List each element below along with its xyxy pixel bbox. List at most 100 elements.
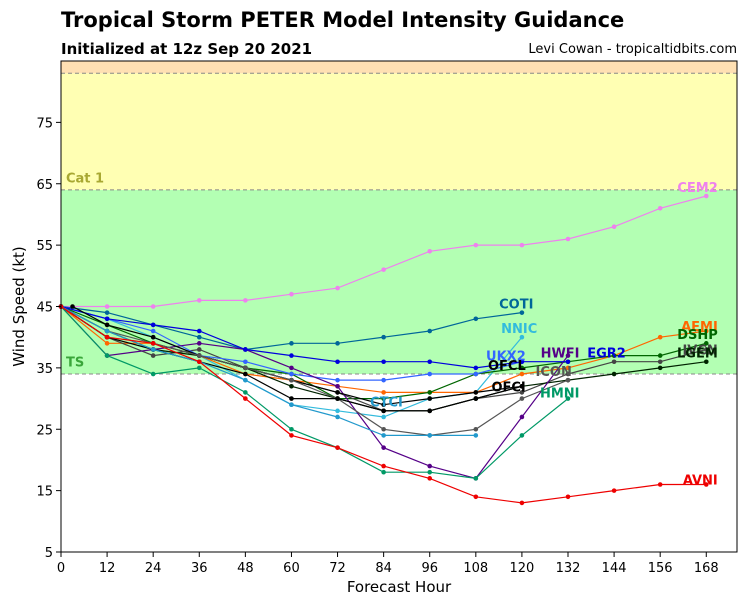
data-point <box>196 359 202 365</box>
data-point <box>427 463 433 469</box>
data-point <box>381 469 386 475</box>
data-point <box>381 390 386 395</box>
data-point <box>519 383 525 389</box>
data-point <box>381 408 386 414</box>
data-point <box>565 396 571 401</box>
data-point <box>196 365 202 371</box>
data-point <box>519 365 525 371</box>
model-label-ukx2: UKX2 <box>486 350 526 365</box>
y-tick-label: 25 <box>36 423 53 438</box>
model-label-ofci: OFCI <box>491 380 525 395</box>
band-upper-2 <box>61 61 737 74</box>
x-tick-label: 144 <box>602 561 627 576</box>
data-point <box>289 341 294 346</box>
x-tick-label: 132 <box>556 561 581 576</box>
data-point <box>289 433 294 438</box>
data-point <box>611 224 617 230</box>
data-point <box>196 334 202 340</box>
data-point <box>519 396 525 401</box>
model-label-avni: AVNI <box>683 474 718 489</box>
data-point <box>427 476 433 481</box>
data-point <box>335 408 340 414</box>
data-point <box>611 353 617 358</box>
data-point <box>289 426 294 432</box>
y-axis: 5 15 25 35 45 55 65 75 <box>36 116 61 561</box>
data-point <box>104 322 110 328</box>
band-label-cat-1: Cat 1 <box>66 172 104 187</box>
data-point <box>289 365 294 371</box>
chart-subtitle: Initialized at 12z Sep 20 2021 <box>61 40 313 58</box>
band-ts <box>61 189 737 375</box>
data-point <box>473 365 479 371</box>
series-line-egr2 <box>60 305 568 369</box>
data-point <box>519 359 525 365</box>
model-label-dshp: DSHP <box>677 328 718 343</box>
data-point <box>289 402 294 408</box>
x-tick-label: 24 <box>145 561 162 576</box>
data-point <box>381 359 386 365</box>
data-point <box>473 433 479 438</box>
data-point <box>565 494 571 500</box>
data-point <box>104 353 110 358</box>
data-point <box>70 304 75 309</box>
data-point <box>150 304 156 309</box>
model-label-nnic: NNIC <box>501 322 537 337</box>
data-point <box>104 316 110 322</box>
data-point <box>473 316 479 322</box>
data-point <box>427 248 433 254</box>
data-point <box>381 334 386 340</box>
data-point <box>565 236 571 242</box>
data-point <box>473 476 479 481</box>
data-point <box>657 334 663 340</box>
data-point <box>150 328 156 334</box>
data-point <box>289 291 294 297</box>
data-point <box>243 390 248 395</box>
data-point <box>519 433 525 438</box>
data-point <box>335 341 340 346</box>
data-point <box>289 353 294 358</box>
data-point <box>150 334 156 340</box>
data-point <box>565 365 571 371</box>
band-cat-1 <box>61 73 737 190</box>
model-label-hwfi: HWFI <box>541 347 580 362</box>
model-label-aemi: AEMI <box>681 320 718 335</box>
data-point <box>104 334 110 340</box>
data-point <box>519 242 525 248</box>
data-point <box>657 206 663 211</box>
x-tick-label: 48 <box>237 561 254 576</box>
data-point <box>565 371 571 377</box>
series-cem2 <box>58 193 709 309</box>
series-line-hwfi <box>60 306 569 480</box>
data-point <box>289 377 294 383</box>
series-egr2 <box>58 304 571 371</box>
band-label-ts: TS <box>66 356 84 371</box>
data-point <box>473 426 479 432</box>
data-point <box>657 482 663 487</box>
data-point <box>104 304 110 309</box>
data-point <box>150 322 156 328</box>
model-label-hmni: HMNI <box>540 386 580 401</box>
data-point <box>381 377 386 383</box>
data-point <box>381 267 386 272</box>
data-point <box>104 328 110 334</box>
data-point <box>196 298 202 303</box>
series-line-hmni <box>60 306 569 480</box>
data-point <box>150 341 156 346</box>
y-tick-label: 55 <box>36 239 53 254</box>
data-point <box>243 377 248 383</box>
data-point <box>289 396 294 401</box>
y-tick-label: 65 <box>36 178 53 193</box>
data-point <box>196 353 202 358</box>
data-point <box>104 310 110 315</box>
data-point <box>519 371 525 377</box>
data-point <box>150 347 156 352</box>
model-label-ofcl: OFCL <box>488 359 526 374</box>
intensity-bands <box>61 61 737 375</box>
data-point <box>150 353 156 358</box>
data-point <box>427 390 433 395</box>
y-tick-label: 45 <box>36 301 53 316</box>
data-point <box>104 341 110 346</box>
data-point <box>611 488 617 493</box>
